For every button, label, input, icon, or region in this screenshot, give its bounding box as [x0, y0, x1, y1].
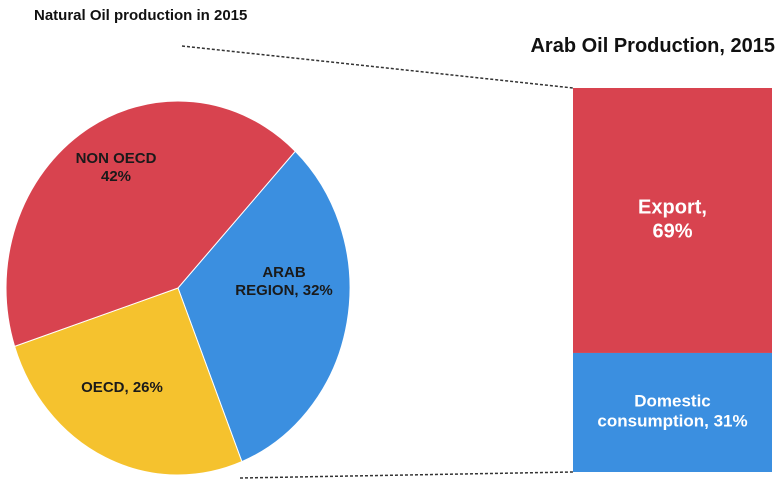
pie-slice: [5, 100, 296, 348]
bar-segment: [573, 88, 772, 353]
pie-title: Natural Oil production in 2015: [34, 7, 247, 24]
slice-label: OECD, 26%: [81, 379, 163, 396]
segment-label: Export, 69%: [638, 197, 707, 243]
bar-title: Arab Oil Production, 2015: [530, 35, 775, 57]
slice-label: ARAB REGION, 32%: [235, 264, 333, 299]
pie-slice: [177, 150, 351, 463]
segment-label: Domestic consumption, 31%: [597, 392, 747, 431]
slice-label: NON OECD 42%: [76, 150, 157, 185]
bar-segment: [573, 352, 772, 472]
connector: [239, 471, 574, 479]
pie-slice: [13, 287, 243, 476]
connector: [181, 45, 574, 89]
